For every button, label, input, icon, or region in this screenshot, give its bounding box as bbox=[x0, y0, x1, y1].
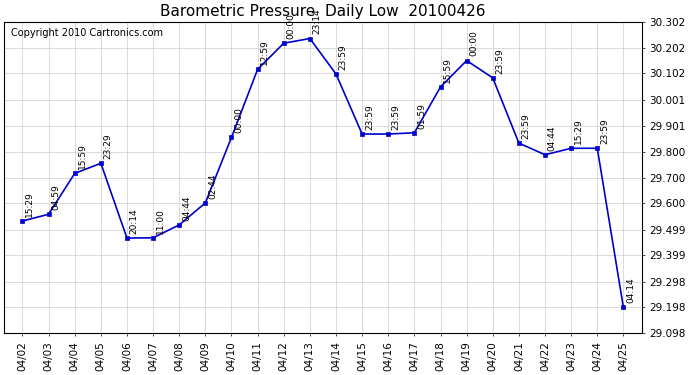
Text: 00:00: 00:00 bbox=[286, 13, 295, 39]
Text: 01:59: 01:59 bbox=[417, 103, 426, 129]
Text: 15:59: 15:59 bbox=[443, 57, 452, 83]
Text: 00:00: 00:00 bbox=[235, 107, 244, 133]
Text: 04:14: 04:14 bbox=[627, 278, 635, 303]
Text: 23:59: 23:59 bbox=[522, 113, 531, 139]
Text: 15:29: 15:29 bbox=[574, 118, 583, 144]
Text: 02:44: 02:44 bbox=[208, 173, 217, 199]
Text: 15:29: 15:29 bbox=[26, 191, 34, 217]
Text: 23:59: 23:59 bbox=[391, 104, 400, 130]
Title: Barometric Pressure  Daily Low  20100426: Barometric Pressure Daily Low 20100426 bbox=[160, 4, 486, 19]
Text: 00:00: 00:00 bbox=[469, 30, 478, 56]
Text: 20:14: 20:14 bbox=[130, 208, 139, 234]
Text: Copyright 2010 Cartronics.com: Copyright 2010 Cartronics.com bbox=[10, 28, 163, 38]
Text: 04:44: 04:44 bbox=[182, 195, 191, 221]
Text: 04:59: 04:59 bbox=[51, 184, 60, 210]
Text: 23:29: 23:29 bbox=[104, 134, 112, 159]
Text: 23:59: 23:59 bbox=[365, 104, 374, 130]
Text: 23:59: 23:59 bbox=[495, 48, 504, 74]
Text: 23:14: 23:14 bbox=[313, 9, 322, 34]
Text: 23:59: 23:59 bbox=[339, 44, 348, 70]
Text: 11:00: 11:00 bbox=[156, 208, 165, 234]
Text: 12:59: 12:59 bbox=[260, 39, 269, 65]
Text: 04:44: 04:44 bbox=[548, 125, 557, 151]
Text: 15:59: 15:59 bbox=[77, 143, 86, 169]
Text: 23:59: 23:59 bbox=[600, 118, 609, 144]
